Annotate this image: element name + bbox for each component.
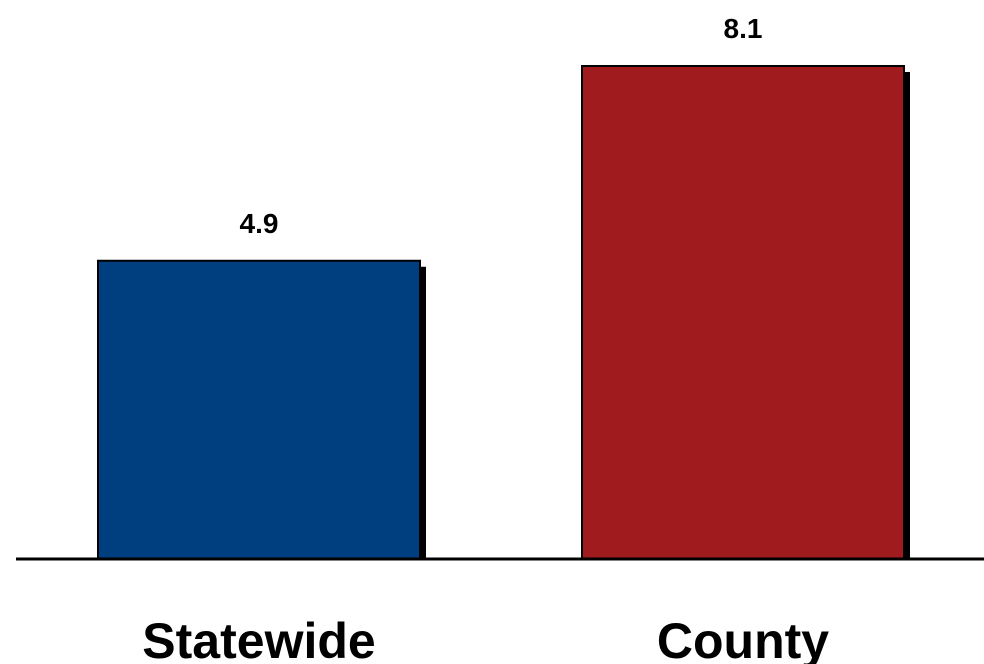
data-label-county: 8.1 [724, 13, 763, 44]
labels-layer: 4.9 Statewide 8.1 County [142, 13, 829, 664]
category-label-county: County [657, 613, 829, 664]
bar-county [581, 65, 905, 560]
bars-layer [97, 65, 910, 560]
bar-statewide [97, 259, 421, 560]
data-label-statewide: 4.9 [240, 208, 279, 239]
category-label-statewide: Statewide [142, 613, 375, 664]
